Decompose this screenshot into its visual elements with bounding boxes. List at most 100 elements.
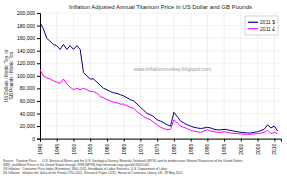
x-tick-mark (140, 139, 141, 142)
y-tick-label: 100,000 (17, 73, 35, 79)
legend-box (245, 16, 278, 35)
y-tick-mark (37, 26, 40, 27)
y-tick-mark (37, 38, 40, 39)
y-tick: 0 (32, 136, 40, 142)
x-tick: 1940 (37, 139, 43, 155)
y-axis-title: US Dollars / Metric Ton orGB Pounds / Me… (4, 49, 14, 102)
grid-line-y (40, 75, 281, 76)
x-tick-label: 1975 (154, 143, 160, 154)
x-axis: 1940 1945 1950 1955 1960 1965 1970 1975 1980 1985… (37, 139, 281, 155)
x-tick-label: 1965 (121, 143, 127, 154)
x-tick-mark (191, 139, 192, 142)
x-tick: 1985 (188, 139, 194, 155)
y-tick: 80,000 (20, 85, 40, 91)
y-tick-label: 60,000 (20, 98, 36, 104)
grid-line-y (40, 50, 281, 51)
x-tick: 1945 (54, 139, 60, 155)
x-tick-label: 1985 (188, 143, 194, 154)
x-tick-mark (90, 139, 91, 142)
y-axis-title-line: GB Pounds / Metric Ton (9, 52, 14, 100)
x-tick-mark (73, 139, 74, 142)
series-line (40, 70, 278, 135)
x-tick: 2005 (255, 139, 261, 155)
y-tick: 120,000 (17, 60, 40, 66)
y-tick-mark (37, 114, 40, 115)
plot: 1940 1945 1950 1955 1960 1965 1970 1975 1980 1985… (17, 10, 282, 155)
x-tick-label: 1940 (37, 143, 43, 154)
lines (40, 22, 278, 134)
y-tick-label: 0 (32, 136, 35, 142)
y-tick-mark (37, 63, 40, 64)
y-tick-label: 120,000 (17, 60, 35, 66)
x-tick: 1970 (138, 139, 144, 155)
x-tick-label: 1945 (54, 143, 60, 154)
x-tick-label: 2010 (271, 143, 277, 154)
y-tick-label: 180,000 (17, 23, 35, 29)
x-tick-mark (241, 139, 242, 142)
x-tick: 1955 (87, 139, 93, 155)
x-tick-mark (274, 139, 275, 142)
y-axis-line (37, 14, 41, 140)
x-tick: 1990 (204, 139, 210, 155)
y-tick-label: 80,000 (20, 85, 36, 91)
x-tick-label: 1960 (104, 143, 110, 154)
x-tick-mark (174, 139, 175, 142)
legend-label: 2011 £ (260, 26, 275, 32)
source-note: Source: Titanium Price - U.S. Bureau of … (3, 159, 243, 175)
grid-line-y (40, 113, 281, 114)
y-tick-mark (37, 13, 40, 14)
x-tick-label: 2005 (255, 143, 261, 154)
y-tick: 100,000 (17, 73, 40, 79)
y-tick-label: 20,000 (20, 123, 36, 129)
x-tick: 1950 (71, 139, 77, 155)
grid-line-y (40, 13, 281, 14)
x-tick: 2010 (271, 139, 277, 155)
grid-line-y (40, 38, 281, 39)
y-tick-label: 40,000 (20, 111, 36, 117)
chart: Source: Titanium Price - U.S. Bureau of … (0, 0, 287, 176)
y-tick: 160,000 (17, 35, 40, 41)
x-tick-label: 1990 (204, 143, 210, 154)
y-tick: 140,000 (17, 48, 40, 54)
y-tick-mark (37, 88, 40, 89)
x-axis-line (41, 139, 282, 142)
watermark: www.inflationmonkey.blogspot.com (134, 66, 211, 72)
legend-label: 2011 $ (260, 19, 275, 25)
y-tick-label: 160,000 (17, 35, 35, 41)
y-tick-label: 200,000 (17, 10, 35, 16)
series-line (40, 22, 278, 133)
grid (40, 13, 281, 139)
title: Inflation Adjusted Annual Titanium Price… (69, 4, 252, 10)
y-axis: 0 20,000 40,000 60,000 80,000 100,000 120,000 1… (17, 10, 41, 142)
y-tick-mark (37, 139, 40, 140)
grid-line-y (40, 100, 281, 101)
x-tick: 1975 (154, 139, 160, 155)
x-tick: 1965 (121, 139, 127, 155)
y-tick: 20,000 (20, 123, 40, 129)
grid-line-y (40, 63, 281, 64)
x-tick: 1980 (171, 139, 177, 155)
y-tick-mark (37, 76, 40, 77)
x-tick-label: 2000 (238, 143, 244, 154)
legend-swatch (248, 28, 258, 29)
y-tick-mark (37, 126, 40, 127)
x-tick: 1995 (221, 139, 227, 155)
x-tick-mark (207, 139, 208, 142)
x-tick-mark (107, 139, 108, 142)
y-tick-mark (37, 51, 40, 52)
x-tick-mark (224, 139, 225, 142)
y-tick: 40,000 (20, 111, 40, 117)
y-tick-mark (37, 101, 40, 102)
x-tick-label: 1970 (138, 143, 144, 154)
x-tick-label: 1995 (221, 143, 227, 154)
legend: 2011 $2011 £ (245, 16, 278, 35)
source-line: UK Inflation: Inflation the Value of the… (3, 171, 183, 175)
x-tick-mark (124, 139, 125, 142)
x-tick-label: 1950 (71, 143, 77, 154)
x-tick: 2000 (238, 139, 244, 155)
legend-swatch (248, 22, 258, 23)
x-tick-mark (57, 139, 58, 142)
y-tick: 60,000 (20, 98, 40, 104)
y-tick: 200,000 (17, 10, 40, 16)
y-tick: 180,000 (17, 23, 40, 29)
